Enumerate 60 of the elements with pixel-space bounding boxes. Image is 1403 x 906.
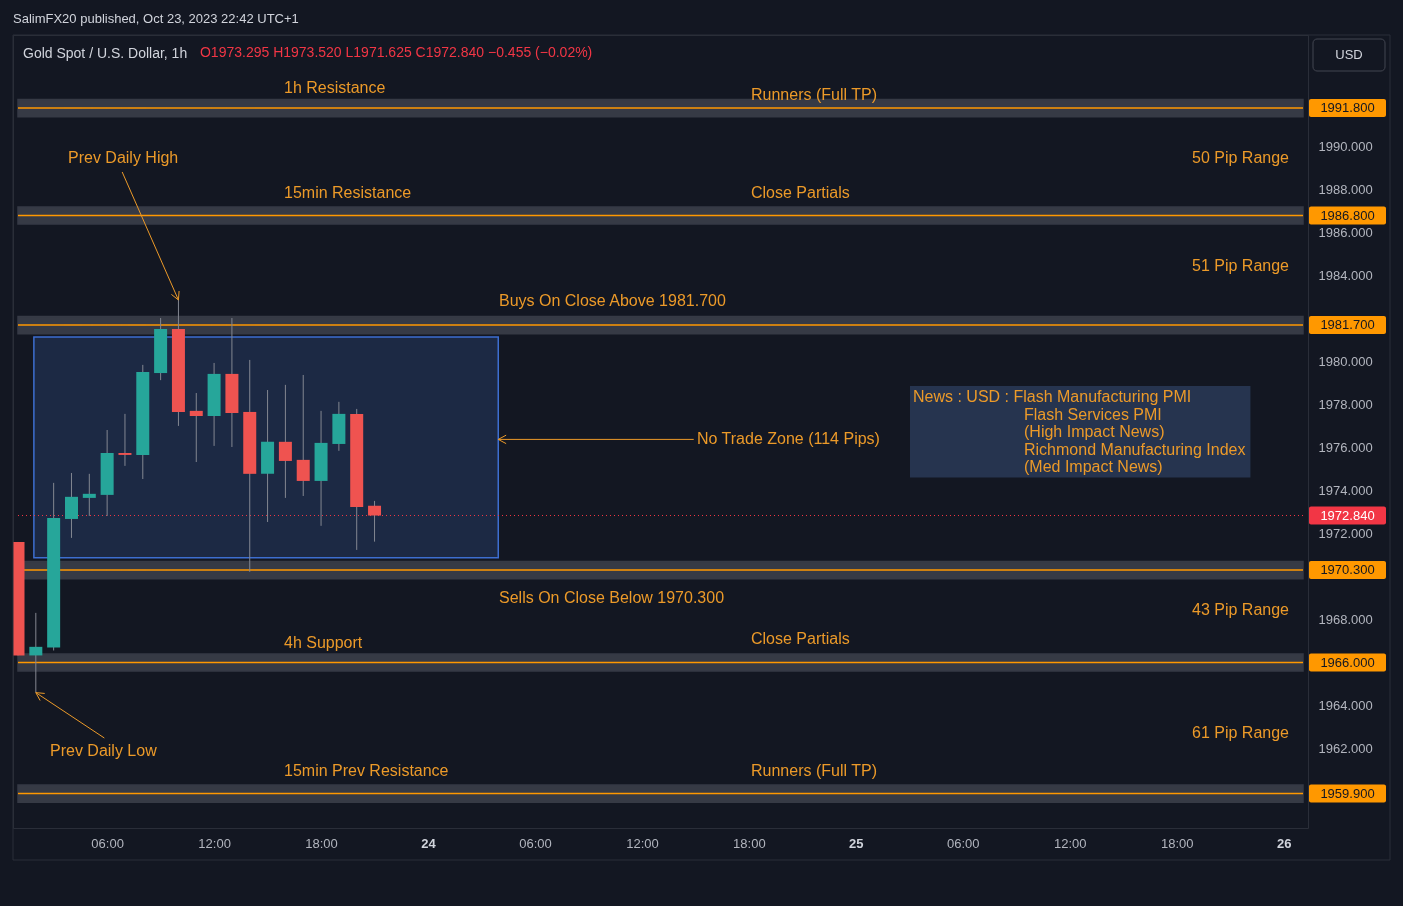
y-tick-label: 1964.000 — [1318, 698, 1373, 713]
annotation: 61 Pip Range — [1192, 724, 1290, 741]
y-tick-label: 1978.000 — [1318, 397, 1373, 413]
band-label: No Trade Zone (114 Pips) — [697, 430, 880, 448]
x-tick-label: 25 — [849, 835, 864, 851]
ref-line-label: 1966.000 — [1320, 654, 1375, 670]
annotation: 1h Resistance — [284, 79, 386, 96]
y-tick-label: 1968.000 — [1318, 612, 1373, 628]
ref-line-label: 1959.900 — [1320, 785, 1375, 801]
x-tick-label: 06:00 — [91, 835, 124, 851]
ref-line-label: 1970.300 — [1320, 562, 1375, 578]
annotation: News : USD : Flash Manufacturing PMI Flash Services PMI (High Impact News) Richmond Manufacturing Index (Med Impact News) — [913, 388, 1246, 475]
ref-line-label: 1986.800 — [1320, 207, 1375, 223]
y-tick-label: 1990.000 — [1318, 139, 1373, 155]
annotation: 4h Support — [284, 634, 363, 651]
annotation: Prev Daily High — [68, 149, 179, 166]
annotation: Runners (Full TP) — [751, 762, 877, 779]
annotation: 50 Pip Range — [1192, 149, 1290, 166]
ref-line-label: 1981.700 — [1320, 317, 1375, 333]
x-tick-label: 06:00 — [947, 835, 980, 851]
x-tick-label: 12:00 — [626, 835, 659, 851]
x-tick-label: 06:00 — [519, 835, 552, 851]
candlestick — [118, 413, 132, 467]
x-tick-label: 12:00 — [1054, 835, 1087, 851]
annotation: Runners (Full TP) — [751, 86, 877, 103]
x-tick-label: 12:00 — [198, 835, 231, 851]
annotation: 43 Pip Range — [1192, 601, 1290, 618]
annotation: Sells On Close Below 1970.300 — [499, 589, 725, 606]
annotation: 51 Pip Range — [1192, 257, 1290, 274]
x-tick-label: 26 — [1276, 835, 1292, 851]
text: SalimFX20 published, Oct 23, 2023 22:42 UTC+1 — [13, 11, 299, 26]
ref-line-label: 1972.840 — [1320, 507, 1375, 523]
y-tick-label: 1972.000 — [1318, 526, 1373, 542]
y-tick-label: 1980.000 — [1318, 354, 1373, 370]
x-tick-label: 18:00 — [305, 835, 338, 851]
y-tick-label: 1974.000 — [1318, 483, 1373, 499]
annotation: 15min Resistance — [284, 184, 412, 201]
text: USD — [1335, 47, 1363, 62]
x-tick-label: 18:00 — [1160, 835, 1194, 851]
candlestick — [82, 473, 96, 517]
candlestick — [189, 392, 203, 463]
x-tick-label: 18:00 — [733, 835, 766, 851]
annotation: Buys On Close Above 1981.700 — [499, 292, 726, 309]
y-tick-label: 1962.000 — [1318, 740, 1373, 756]
y-tick-label: 1984.000 — [1318, 268, 1373, 284]
annotation: Prev Daily Low — [50, 742, 158, 759]
annotation: O1973.295 H1973.520 L1971.625 C1972.840 −0.455 (−0.02%) — [199, 44, 593, 60]
candlestick — [296, 374, 310, 497]
y-tick-label: 1986.000 — [1318, 225, 1373, 241]
annotation: Close Partials — [751, 630, 850, 647]
annotation: Close Partials — [751, 184, 850, 201]
candlestick — [278, 384, 292, 499]
text: Gold Spot / U.S. Dollar, 1h — [23, 45, 188, 61]
x-tick-label: 24 — [421, 835, 437, 851]
y-tick-label: 1976.000 — [1318, 440, 1373, 456]
candlestick — [368, 500, 382, 543]
ref-line-label: 1991.800 — [1320, 100, 1375, 116]
y-tick-label: 1988.000 — [1318, 182, 1373, 198]
candlestick — [64, 472, 78, 539]
annotation: 15min Prev Resistance — [284, 762, 449, 779]
